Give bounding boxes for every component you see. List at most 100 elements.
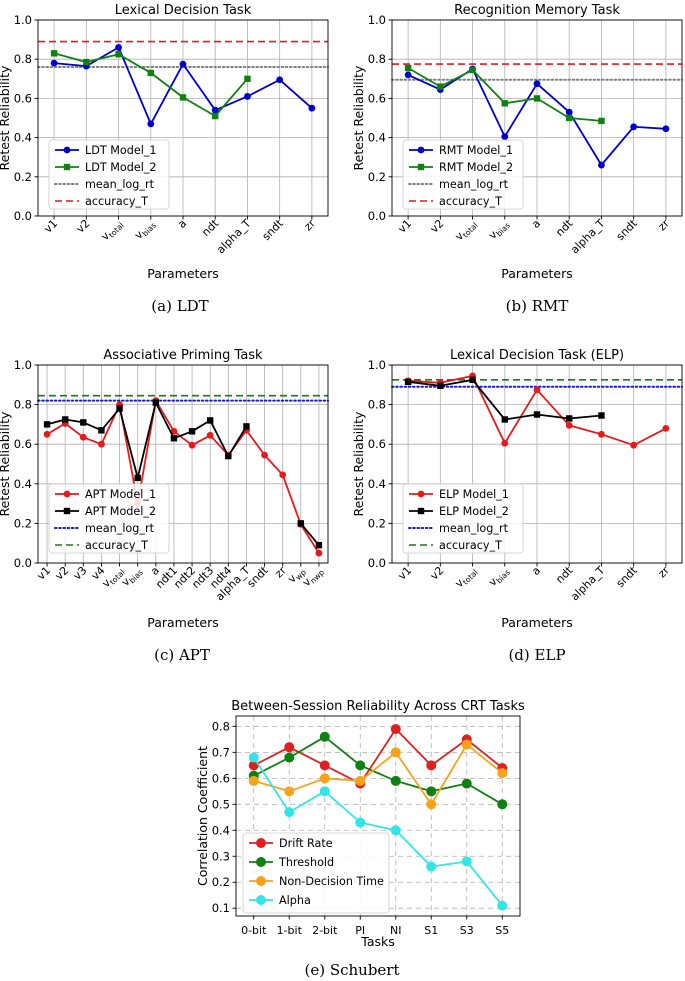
y-axis-label: Retest Reliability xyxy=(351,411,366,516)
data-point xyxy=(179,60,187,68)
x-tick-label: 2-bit xyxy=(312,924,338,937)
legend-marker xyxy=(63,507,71,515)
y-tick-label: 0.6 xyxy=(368,91,386,105)
data-point xyxy=(497,768,508,779)
series-threshold xyxy=(248,731,508,810)
data-point xyxy=(152,399,160,406)
tick-main: a xyxy=(175,217,189,231)
tick-subscript: total xyxy=(107,221,126,240)
y-tick-label: 0.2 xyxy=(14,170,32,184)
panel-elp: Lexical Decision Task (ELP) 0.0 0.2 0.4 0.6 0… xyxy=(351,348,683,630)
x-tick-label: vtotal xyxy=(452,564,479,591)
tick-main: S3 xyxy=(460,924,474,937)
chart-title: Associative Priming Task xyxy=(103,348,263,363)
data-point xyxy=(50,59,58,67)
tick-main: ndt xyxy=(553,216,576,239)
x-tick-label: 0-bit xyxy=(241,924,267,937)
data-point xyxy=(390,723,401,734)
data-point xyxy=(533,80,541,88)
data-point xyxy=(469,376,476,384)
data-point xyxy=(533,411,541,418)
series-line xyxy=(253,743,503,806)
series-line xyxy=(300,522,320,546)
chart-title: Recognition Memory Task xyxy=(454,3,620,18)
x-tick-label: v1 xyxy=(395,564,414,583)
data-point xyxy=(437,382,444,389)
data-point xyxy=(284,742,295,753)
data-point xyxy=(170,427,178,435)
y-tick-label: 0.6 xyxy=(368,437,386,451)
legend-marker xyxy=(417,163,425,171)
data-point xyxy=(355,817,366,828)
y-tick-label: 0.2 xyxy=(14,516,32,530)
panel-schubert: Between-Session Reliability Across CRT T… xyxy=(195,699,525,949)
x-tick-label: alpha_T xyxy=(214,217,254,257)
data-point xyxy=(115,44,122,51)
legend-label: RMT Model_2 xyxy=(439,161,513,174)
legend-label: accuracy_T xyxy=(85,539,148,552)
y-tick-label: 0.3 xyxy=(212,849,230,863)
tick-subscript: total xyxy=(461,221,480,240)
y-tick-label: 0.7 xyxy=(212,745,230,759)
legend: APT Model_1 APT Model_2 mean_log_rtaccurac… xyxy=(48,483,170,554)
y-tick-label: 0.8 xyxy=(212,719,230,733)
tick-subscript: bias xyxy=(140,221,157,238)
data-point xyxy=(308,104,316,112)
data-point xyxy=(212,112,219,120)
data-point xyxy=(355,760,366,771)
legend-marker xyxy=(63,490,71,498)
data-point xyxy=(261,451,268,459)
series-line xyxy=(253,735,503,806)
x-tick-label: zr xyxy=(656,217,673,234)
x-tick-label: v1 xyxy=(41,217,60,236)
series-line xyxy=(46,399,320,554)
legend-label: accuracy_T xyxy=(439,195,502,208)
y-tick-label: 0.8 xyxy=(368,52,386,66)
data-point xyxy=(426,760,437,771)
data-point xyxy=(188,428,196,435)
tick-main: v3 xyxy=(71,564,90,583)
tick-main: NI xyxy=(390,924,401,937)
y-tick-label: 0.2 xyxy=(368,516,386,530)
data-point xyxy=(248,752,259,763)
tick-main: sndt xyxy=(245,563,272,590)
y-tick-label: 0.6 xyxy=(14,437,32,451)
tick-main: v1 xyxy=(41,217,60,236)
x-tick-label: v2 xyxy=(428,564,447,583)
legend-label: RMT Model_1 xyxy=(439,144,513,157)
x-tick-label: v1 xyxy=(395,217,414,236)
chart-title: Between-Session Reliability Across CRT T… xyxy=(231,699,525,714)
x-tick-label: v2 xyxy=(428,217,447,236)
x-tick-label: ndt xyxy=(553,216,576,239)
data-point xyxy=(662,125,670,133)
caption-ldt: (a) LDT xyxy=(151,297,208,315)
y-tick-label: 0.1 xyxy=(212,901,230,915)
legend-label: mean_log_rt xyxy=(85,522,155,535)
y-tick-label: 0.0 xyxy=(14,209,32,223)
x-tick-label: sndt xyxy=(260,216,287,243)
y-tick-label: 1.0 xyxy=(368,358,386,372)
x-tick-label: vtotal xyxy=(452,217,479,244)
data-point xyxy=(116,405,123,412)
data-point xyxy=(170,435,178,442)
plot-frame xyxy=(37,364,329,564)
tick-subscript: bias xyxy=(494,568,511,585)
data-point xyxy=(315,549,323,557)
legend-label: APT Model_2 xyxy=(85,505,156,518)
series-rmt-model-2 xyxy=(404,64,605,125)
y-tick-label: 1.0 xyxy=(14,13,32,27)
data-point xyxy=(404,71,412,79)
y-tick-label: 0.4 xyxy=(14,477,32,491)
data-point xyxy=(566,415,573,422)
y-tick-label: 0.0 xyxy=(368,209,386,223)
data-point xyxy=(134,474,141,482)
tick-main: v2 xyxy=(428,564,447,583)
y-tick-label: 0.2 xyxy=(368,170,386,184)
data-point xyxy=(225,452,232,460)
data-point xyxy=(319,773,330,784)
tick-main: ndt xyxy=(199,216,222,239)
legend-marker xyxy=(63,146,71,154)
legend-box xyxy=(402,139,524,210)
tick-main: zr xyxy=(656,564,673,581)
